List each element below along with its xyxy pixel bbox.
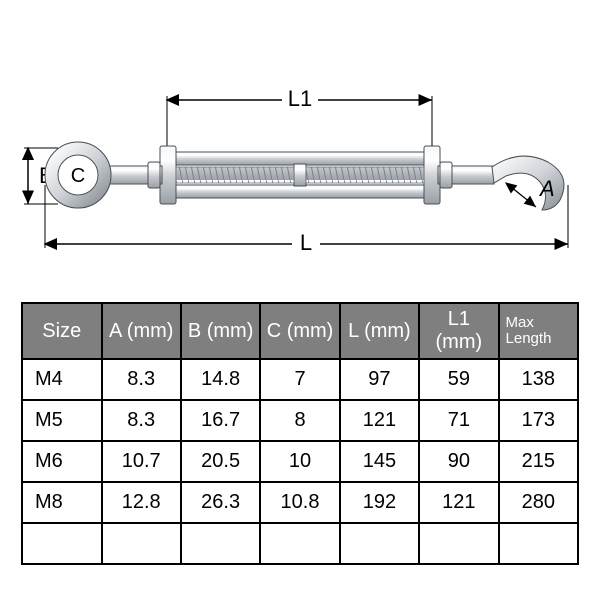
- col-maxlen: Max Length: [499, 303, 578, 359]
- size-table: Size A (mm) B (mm) C (mm) L (mm) L1 (mm)…: [21, 302, 579, 565]
- table-row: M6 10.7 20.5 10 145 90 215: [22, 441, 578, 482]
- size-table-container: Size A (mm) B (mm) C (mm) L (mm) L1 (mm)…: [21, 302, 579, 565]
- col-a: A (mm): [102, 303, 181, 359]
- thread-right: [306, 167, 424, 183]
- eye-collar: [148, 162, 160, 188]
- col-l1: L1 (mm): [419, 303, 498, 359]
- table-row: M8 12.8 26.3 10.8 192 121 280: [22, 482, 578, 523]
- dim-a-line: [506, 183, 536, 207]
- diagram-svg: L1 B C A: [20, 90, 580, 270]
- body-center-strut: [294, 164, 306, 186]
- col-b: B (mm): [181, 303, 260, 359]
- label-a: A: [538, 176, 555, 201]
- body-top-bar: [165, 152, 435, 165]
- col-l: L (mm): [340, 303, 419, 359]
- body-bottom-bar: [165, 185, 435, 198]
- col-c: C (mm): [260, 303, 339, 359]
- thread-left: [176, 167, 294, 183]
- turnbuckle-diagram: L1 B C A: [20, 90, 580, 270]
- table-header-row: Size A (mm) B (mm) C (mm) L (mm) L1 (mm)…: [22, 303, 578, 359]
- col-size: Size: [22, 303, 102, 359]
- label-l1: L1: [288, 90, 312, 111]
- table-row: M4 8.3 14.8 7 97 59 138: [22, 359, 578, 400]
- table-body: M4 8.3 14.8 7 97 59 138 M5 8.3 16.7 8 12…: [22, 359, 578, 564]
- label-l: L: [300, 230, 312, 255]
- label-c: C: [71, 165, 85, 187]
- table-row: M5 8.3 16.7 8 121 71 173: [22, 400, 578, 441]
- table-row: [22, 523, 578, 564]
- hook-collar: [440, 162, 452, 188]
